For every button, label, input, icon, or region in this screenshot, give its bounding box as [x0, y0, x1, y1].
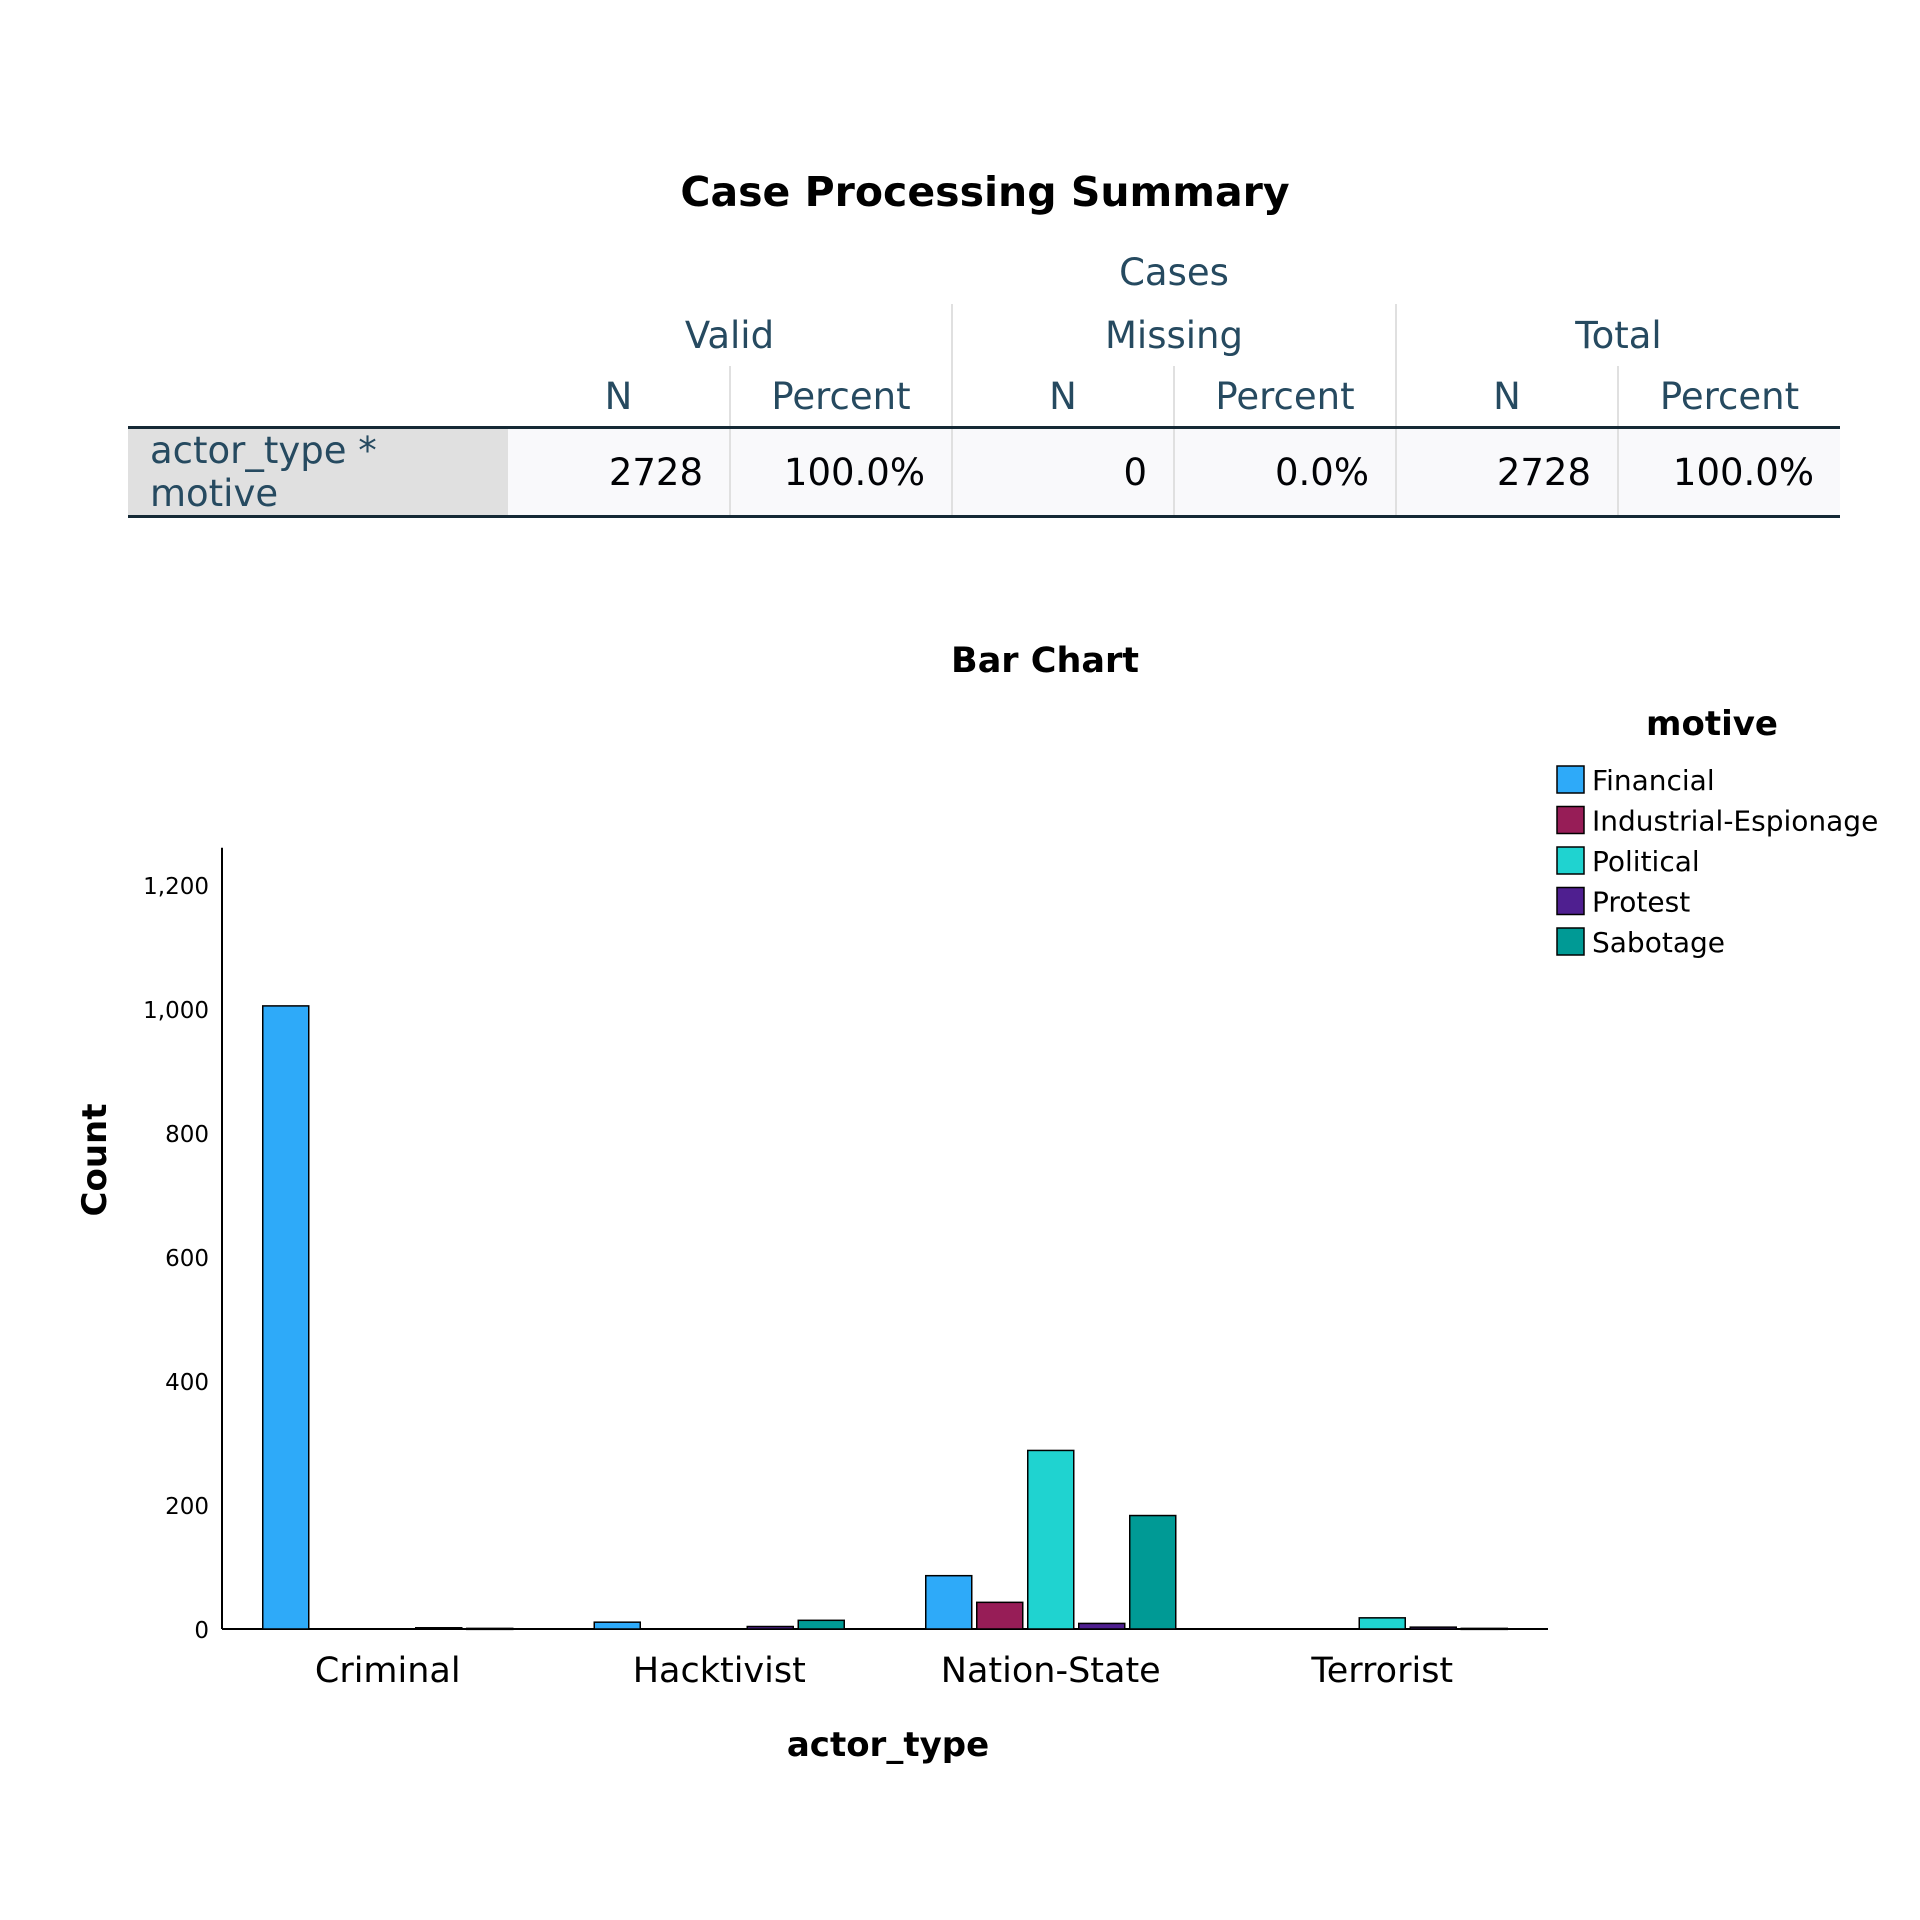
bar-nation-state-political — [1027, 1449, 1075, 1630]
y-tick-label: 600 — [165, 1246, 209, 1272]
bar-nation-state-financial — [925, 1574, 973, 1630]
cell-total-percent: 100.0% — [1617, 427, 1840, 518]
bar-criminal-sabotage — [466, 1627, 514, 1631]
bar-nation-state-sabotage — [1129, 1514, 1177, 1630]
x-tick-label: Nation-State — [941, 1651, 1161, 1691]
legend-label-protest: Protest — [1592, 886, 1690, 919]
bar-terrorist-political — [1358, 1617, 1406, 1630]
x-tick-label: Hacktivist — [633, 1651, 806, 1691]
bar-criminal-protest — [415, 1627, 463, 1630]
x-tick-label: Terrorist — [1310, 1651, 1453, 1691]
col-header-missing-percent: Percent — [1173, 366, 1396, 429]
cell-valid-n: 2728 — [508, 427, 730, 518]
row-label: actor_type * motive — [128, 427, 508, 518]
group-header-missing: Missing — [951, 304, 1396, 366]
bar-criminal-financial — [262, 1005, 310, 1630]
bar-chart: Bar Chart Count actor_type motive 0 200 40… — [75, 641, 1878, 1765]
table-title: Case Processing Summary — [680, 168, 1290, 216]
bar-nation-state-industrial-espionage — [976, 1601, 1024, 1630]
legend-label-sabotage: Sabotage — [1592, 926, 1725, 959]
y-tick-label: 0 — [194, 1618, 209, 1644]
legend-swatch-political — [1556, 846, 1585, 875]
x-axis-label: actor_type — [787, 1725, 989, 1765]
col-header-valid-n: N — [508, 366, 730, 429]
chart-title: Bar Chart — [951, 641, 1139, 681]
col-header-total-n: N — [1395, 366, 1618, 429]
bar-terrorist-sabotage — [1460, 1627, 1508, 1631]
legend-swatch-protest — [1556, 886, 1585, 916]
col-header-total-percent: Percent — [1617, 366, 1840, 429]
y-tick-label: 1,000 — [143, 998, 209, 1024]
bar-hacktivist-sabotage — [797, 1619, 845, 1630]
cell-total-n: 2728 — [1395, 427, 1618, 518]
bar-nation-state-protest — [1078, 1622, 1126, 1630]
legend-swatch-sabotage — [1556, 927, 1585, 956]
legend-swatch-industrial-espionage — [1556, 805, 1585, 835]
bar-hacktivist-financial — [593, 1621, 641, 1630]
legend-title: motive — [1646, 704, 1778, 744]
group-header-total: Total — [1395, 304, 1840, 366]
cell-valid-percent: 100.0% — [729, 427, 952, 518]
y-tick-label: 1,200 — [143, 874, 209, 900]
y-tick-label: 200 — [165, 1494, 209, 1520]
legend-label-financial: Financial — [1592, 764, 1715, 797]
plot-area: 0 200 400 600 800 1,000 1,200 Criminal Hacktivis… — [143, 847, 1548, 1691]
col-header-missing-n: N — [951, 366, 1174, 429]
legend-swatch-financial — [1556, 765, 1585, 794]
table-row: actor_type * motive 2728 100.0% 0 0.0% 2… — [128, 427, 1840, 518]
case-processing-table: Cases Valid Missing Total N Percent N Pe… — [128, 240, 1840, 518]
y-axis-label: Count — [75, 1104, 115, 1217]
cases-header: Cases — [1119, 250, 1229, 294]
cell-missing-percent: 0.0% — [1173, 427, 1396, 518]
x-tick-label: Criminal — [315, 1651, 461, 1691]
legend-label-political: Political — [1592, 845, 1700, 878]
group-header-valid: Valid — [684, 313, 775, 357]
legend-label-industrial-espionage: Industrial-Espionage — [1592, 805, 1878, 838]
bar-hacktivist-protest — [746, 1625, 794, 1630]
cell-missing-n: 0 — [951, 427, 1174, 518]
legend: Financial Industrial-Espionage Political Pr… — [1556, 764, 1878, 959]
bar-terrorist-protest — [1409, 1626, 1457, 1630]
col-header-valid-percent: Percent — [729, 366, 952, 429]
y-tick-label: 400 — [165, 1370, 209, 1396]
y-tick-label: 800 — [165, 1122, 209, 1148]
